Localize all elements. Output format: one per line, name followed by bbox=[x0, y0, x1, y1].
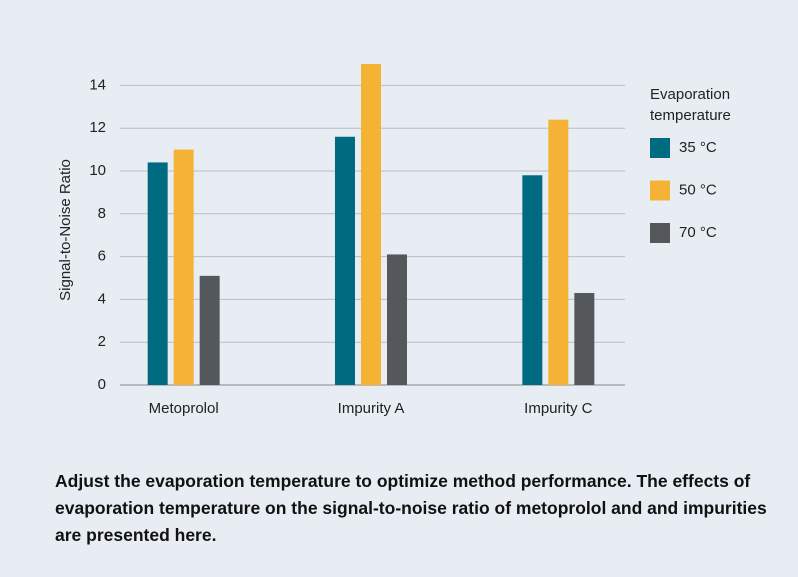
legend-label: 50 °C bbox=[679, 181, 717, 198]
y-tick-label: 8 bbox=[98, 205, 106, 222]
y-axis-label: Signal-to-Noise Ratio bbox=[57, 159, 74, 301]
y-tick-label: 12 bbox=[89, 119, 106, 136]
bar bbox=[548, 119, 569, 385]
legend-label: 70 °C bbox=[679, 224, 717, 241]
y-tick-label: 4 bbox=[98, 290, 106, 307]
x-tick-label: Impurity A bbox=[337, 400, 405, 417]
legend-swatch bbox=[650, 138, 670, 158]
caption: Adjust the evaporation temperature to op… bbox=[55, 471, 767, 545]
bar bbox=[387, 254, 407, 385]
bar bbox=[574, 292, 595, 385]
bar bbox=[199, 275, 220, 385]
y-tick-label: 6 bbox=[98, 248, 106, 265]
y-tick-label: 0 bbox=[98, 376, 106, 393]
bar bbox=[522, 175, 543, 385]
legend-swatch bbox=[650, 180, 670, 201]
x-tick-label: Metoprolol bbox=[148, 400, 219, 417]
x-tick-label: Impurity C bbox=[524, 400, 593, 417]
y-tick-label: 2 bbox=[98, 333, 106, 350]
y-tick-label: 14 bbox=[89, 76, 106, 93]
y-tick-label: 10 bbox=[89, 162, 106, 179]
legend-title: Evaporation temperature bbox=[650, 86, 731, 124]
legend-label: 35 °C bbox=[679, 139, 717, 156]
bar bbox=[361, 64, 381, 385]
bar bbox=[147, 162, 168, 385]
bar bbox=[335, 136, 355, 385]
bar bbox=[173, 149, 194, 385]
legend-swatch bbox=[650, 223, 670, 243]
